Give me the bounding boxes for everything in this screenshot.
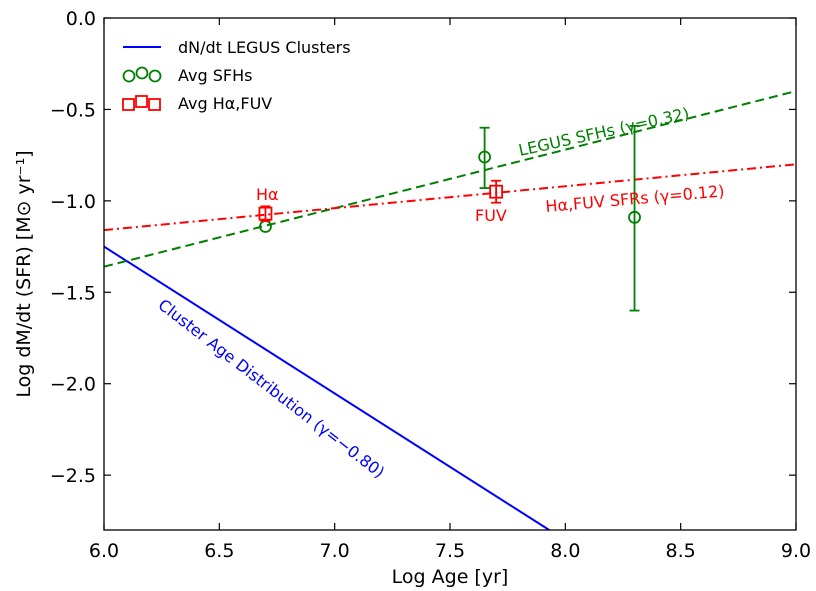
x-tick-label: 8.5	[666, 540, 696, 562]
legend-label-halpha-fuv: Avg Hα,FUV	[178, 94, 272, 113]
y-tick-label: −0.5	[50, 99, 96, 121]
y-tick-label: −2.0	[50, 374, 96, 396]
legend-marker-ha-2	[135, 95, 148, 108]
sfh-point-3	[628, 210, 641, 224]
x-tick-label: 6.0	[89, 540, 119, 562]
sfh-point-2	[478, 150, 492, 164]
axis-ticks: 6.0 6.5 7.0 7.5 8.0 8.5 9.0 0.0 −0.5 −1.0 −1.5 −2.0…	[50, 8, 811, 562]
x-axis-label: Log Age [yr]	[392, 566, 509, 588]
y-tick-label: 0.0	[66, 8, 96, 30]
marker-layer	[258, 124, 641, 312]
series-line-3	[104, 163, 796, 232]
legend: dN/dt LEGUS Clusters Avg SFHs Avg Hα,FUV	[122, 38, 351, 113]
series-line-2	[104, 90, 796, 268]
y-axis-label: Log dM/dt (SFR) [M⊙ yr⁻¹]	[13, 150, 35, 397]
x-tick-label: 8.0	[550, 540, 580, 562]
y-tick-label: −1.0	[50, 191, 96, 213]
legend-marker-ha-1	[122, 98, 135, 111]
series-layer	[104, 90, 796, 530]
halpha-fuv-point-1	[258, 206, 273, 221]
legend-label-sfh: Avg SFHs	[178, 66, 252, 85]
x-tick-label: 9.0	[781, 540, 811, 562]
legend-label-clusters: dN/dt LEGUS Clusters	[178, 38, 351, 57]
annotation-halpha: Hα	[256, 185, 279, 204]
annotation-legus-sfh: LEGUS SFHs (γ=0.32)	[517, 104, 691, 160]
x-tick-label: 6.5	[204, 540, 234, 562]
annotation-fuv: FUV	[475, 206, 507, 225]
halpha-fuv-point-2	[489, 184, 504, 199]
legend-marker-ha-3	[148, 98, 161, 111]
series-line-1	[104, 245, 550, 530]
legend-marker-sfh-1	[122, 69, 136, 83]
y-tick-label: −2.5	[50, 465, 96, 487]
x-tick-label: 7.5	[435, 540, 465, 562]
y-tick-label: −1.5	[50, 282, 96, 304]
x-tick-label: 7.0	[320, 540, 350, 562]
legend-marker-sfh-3	[148, 69, 162, 83]
annotation-cluster-age: Cluster Age Distribution (γ=−0.80)	[155, 295, 389, 482]
legend-marker-sfh-2	[135, 66, 149, 80]
